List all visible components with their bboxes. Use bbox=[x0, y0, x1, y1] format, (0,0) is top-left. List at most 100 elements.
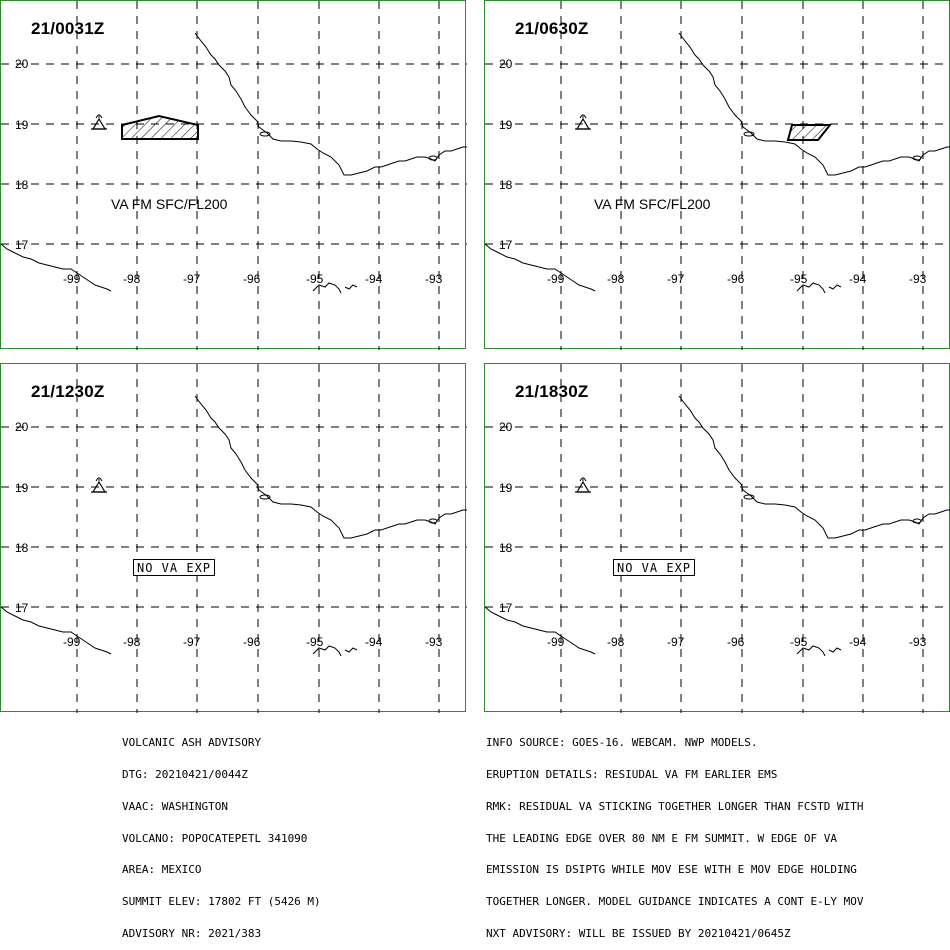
lon-label-94: -94 bbox=[365, 635, 383, 649]
panel-time-label: 21/0031Z bbox=[31, 19, 105, 38]
lat-label-20: 20 bbox=[15, 57, 29, 71]
lon-label-97: -97 bbox=[183, 272, 201, 286]
map-graphics-2 bbox=[484, 1, 950, 350]
ash-cloud-polygon bbox=[786, 124, 833, 141]
gulf-coastline bbox=[194, 32, 467, 176]
lat-label-17: 17 bbox=[499, 238, 513, 252]
lon-label-96: -96 bbox=[243, 272, 261, 286]
lat-label-19: 19 bbox=[499, 481, 513, 495]
map-graphics-4 bbox=[484, 364, 950, 713]
advisory-remarks-block: INFO SOURCE: GOES-16. WEBCAM. NWP MODELS… bbox=[486, 717, 864, 950]
lon-label-99: -99 bbox=[547, 272, 565, 286]
lon-label-96: -96 bbox=[243, 635, 261, 649]
gulf-coastline bbox=[678, 32, 950, 176]
lon-label-99: -99 bbox=[63, 272, 81, 286]
lat-label-18: 18 bbox=[15, 178, 29, 192]
lat-label-18: 18 bbox=[15, 541, 29, 555]
lon-label-95: -95 bbox=[306, 272, 324, 286]
lon-label-94: -94 bbox=[365, 272, 383, 286]
pacific-coastline bbox=[0, 606, 112, 655]
map-panel-4: 21/1830Z NO VA EXP 20 19 18 17 -99 -98 -… bbox=[484, 363, 950, 713]
coast-detail bbox=[312, 645, 342, 657]
advisory-line: SUMMIT ELEV: 17802 FT (5426 M) bbox=[122, 895, 321, 909]
advisory-line: EMISSION IS DSIPTG WHILE MOV ESE WITH E … bbox=[486, 863, 857, 877]
lon-label-94: -94 bbox=[849, 272, 867, 286]
lagoon-outline bbox=[912, 518, 922, 524]
advisory-line: DTG: 20210421/0044Z bbox=[122, 767, 248, 781]
gulf-coastline bbox=[678, 395, 950, 539]
lat-label-19: 19 bbox=[499, 118, 513, 132]
lat-label-17: 17 bbox=[499, 601, 513, 615]
lagoon-outline bbox=[428, 518, 438, 524]
lon-label-95: -95 bbox=[790, 272, 808, 286]
advisory-line: INFO SOURCE: GOES-16. WEBCAM. NWP MODELS… bbox=[486, 736, 758, 750]
lagoon-outline bbox=[428, 155, 438, 161]
advisory-line: TOGETHER LONGER. MODEL GUIDANCE INDICATE… bbox=[486, 895, 864, 909]
lon-label-97: -97 bbox=[667, 272, 685, 286]
advisory-line: RMK: RESIDUAL VA STICKING TOGETHER LONGE… bbox=[486, 799, 864, 813]
lat-label-18: 18 bbox=[499, 541, 513, 555]
pacific-coastline bbox=[0, 243, 112, 292]
lon-label-99: -99 bbox=[63, 635, 81, 649]
coast-detail bbox=[796, 282, 826, 294]
coast-detail bbox=[344, 284, 358, 290]
panel-time-label: 21/0630Z bbox=[515, 19, 589, 38]
lat-label-17: 17 bbox=[15, 601, 29, 615]
coast-detail bbox=[828, 647, 842, 653]
panel-time-label: 21/1230Z bbox=[31, 382, 105, 401]
lagoon-outline bbox=[743, 131, 755, 137]
advisory-line: ADVISORY NR: 2021/383 bbox=[122, 926, 262, 940]
lon-label-98: -98 bbox=[607, 635, 625, 649]
coast-detail bbox=[344, 647, 358, 653]
advisory-line: ERUPTION DETAILS: RESIUDAL VA FM EARLIER… bbox=[486, 767, 778, 781]
lon-label-96: -96 bbox=[727, 635, 745, 649]
lon-label-95: -95 bbox=[306, 635, 324, 649]
lon-label-96: -96 bbox=[727, 272, 745, 286]
lagoon-outline bbox=[259, 494, 271, 500]
coast-detail bbox=[312, 282, 342, 294]
volcano-icon bbox=[575, 114, 591, 130]
map-graphics-1 bbox=[0, 1, 467, 350]
advisory-line: VOLCANO: POPOCATEPETL 341090 bbox=[122, 831, 308, 845]
lon-label-98: -98 bbox=[123, 635, 141, 649]
lat-label-19: 19 bbox=[15, 118, 29, 132]
advisory-line: NXT ADVISORY: WILL BE ISSUED BY 20210421… bbox=[486, 926, 791, 940]
lagoon-outline bbox=[912, 155, 922, 161]
advisory-line: VOLCANIC ASH ADVISORY bbox=[122, 736, 262, 750]
lon-label-99: -99 bbox=[547, 635, 565, 649]
lon-label-97: -97 bbox=[183, 635, 201, 649]
lon-label-93: -93 bbox=[425, 272, 443, 286]
lon-label-97: -97 bbox=[667, 635, 685, 649]
lon-label-93: -93 bbox=[909, 272, 927, 286]
volcano-icon bbox=[91, 477, 107, 493]
advisory-line: VAAC: WASHINGTON bbox=[122, 799, 228, 813]
lat-label-20: 20 bbox=[15, 420, 29, 434]
coast-detail bbox=[796, 645, 826, 657]
no-va-expected-box: NO VA EXP bbox=[613, 559, 696, 576]
lat-label-18: 18 bbox=[499, 178, 513, 192]
lon-label-94: -94 bbox=[849, 635, 867, 649]
advisory-header-block: VOLCANIC ASH ADVISORY DTG: 20210421/0044… bbox=[122, 717, 321, 950]
panel-time-label: 21/1830Z bbox=[515, 382, 589, 401]
lat-label-17: 17 bbox=[15, 238, 29, 252]
lon-label-98: -98 bbox=[123, 272, 141, 286]
advisory-line: AREA: MEXICO bbox=[122, 863, 202, 877]
ash-cloud-polygon bbox=[121, 114, 199, 140]
volcano-icon bbox=[91, 114, 107, 130]
pacific-coastline bbox=[484, 606, 596, 655]
lat-label-19: 19 bbox=[15, 481, 29, 495]
lon-label-95: -95 bbox=[790, 635, 808, 649]
va-altitude-label: VA FM SFC/FL200 bbox=[111, 196, 228, 212]
map-panel-3: 21/1230Z NO VA EXP 20 19 18 17 -99 -98 -… bbox=[0, 363, 467, 713]
lon-label-93: -93 bbox=[425, 635, 443, 649]
volcano-icon bbox=[575, 477, 591, 493]
coast-detail bbox=[828, 284, 842, 290]
lagoon-outline bbox=[259, 131, 271, 137]
pacific-coastline bbox=[484, 243, 596, 292]
lon-label-98: -98 bbox=[607, 272, 625, 286]
map-panel-1: 21/0031Z VA FM SFC/FL200 20 19 18 17 -99… bbox=[0, 0, 467, 350]
va-altitude-label: VA FM SFC/FL200 bbox=[594, 196, 711, 212]
lon-label-93: -93 bbox=[909, 635, 927, 649]
map-graphics-3 bbox=[0, 364, 467, 713]
map-panel-2: 21/0630Z VA FM SFC/FL200 20 19 18 17 -99… bbox=[484, 0, 950, 350]
